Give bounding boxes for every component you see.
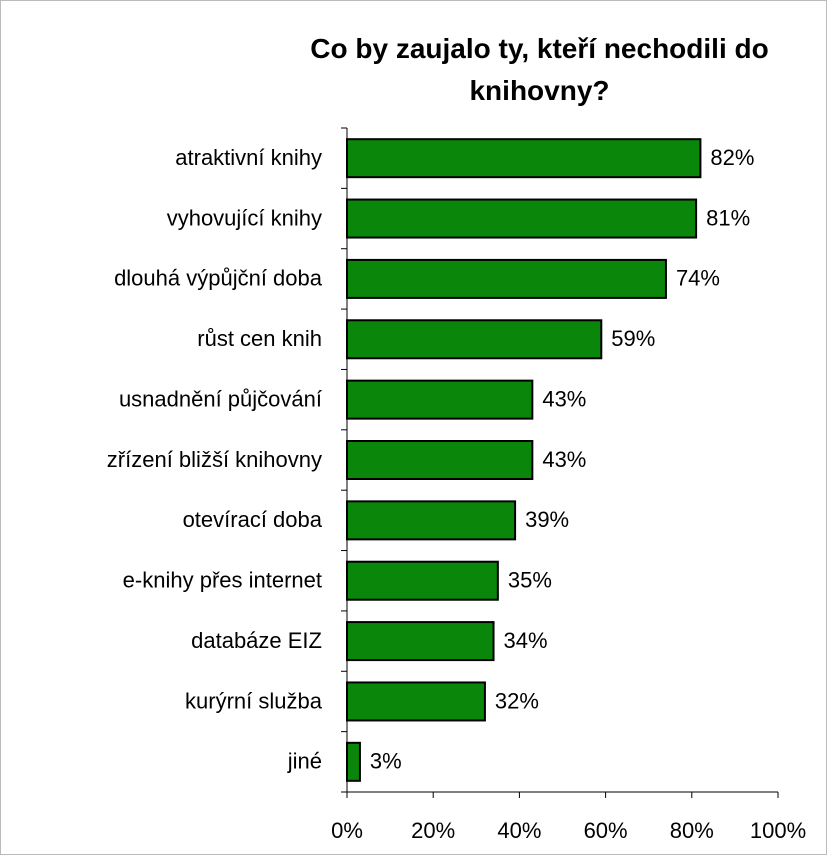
value-label: 43% (542, 447, 586, 472)
value-label: 32% (495, 688, 539, 713)
value-label: 82% (710, 145, 754, 170)
value-label: 74% (676, 266, 720, 291)
bar (346, 500, 517, 541)
y-tick-label: dlouhá výpůjční doba (114, 266, 323, 291)
value-label: 39% (525, 507, 569, 532)
y-tick-label: vyhovující knihy (167, 205, 322, 230)
value-label: 34% (504, 628, 548, 653)
bar (346, 741, 361, 782)
bar (346, 440, 534, 480)
y-tick-label: otevírací doba (183, 507, 323, 532)
x-tick-label: 100% (750, 818, 806, 843)
y-tick-label: databáze EIZ (191, 628, 322, 653)
bar (346, 681, 486, 722)
bar (346, 621, 495, 662)
value-label: 43% (542, 386, 586, 411)
bar (346, 258, 667, 299)
y-tick-label: jiné (287, 749, 322, 774)
bar (346, 379, 534, 420)
y-tick-label: kurýrní služba (185, 688, 323, 713)
chart-title: Co by zaujalo ty, kteří nechodili do kni… (310, 33, 769, 106)
x-tick-label: 40% (497, 818, 541, 843)
value-label: 3% (370, 749, 402, 774)
x-tick-label: 80% (670, 818, 714, 843)
y-tick-label: zřízení bližší knihovny (107, 447, 322, 472)
value-label: 35% (508, 568, 552, 593)
y-tick-label: usnadnění půjčování (119, 386, 322, 411)
bar (346, 560, 499, 601)
x-tick-label: 60% (584, 818, 628, 843)
value-label: 59% (611, 326, 655, 351)
bar (346, 138, 702, 179)
y-tick-label: růst cen knih (197, 326, 322, 351)
value-label: 81% (706, 205, 750, 230)
y-tick-label: atraktivní knihy (175, 145, 322, 170)
x-tick-label: 20% (411, 818, 455, 843)
x-tick-label: 0% (331, 818, 363, 843)
bar (346, 198, 698, 239)
bar (346, 319, 603, 360)
y-tick-label: e-knihy přes internet (123, 568, 322, 593)
